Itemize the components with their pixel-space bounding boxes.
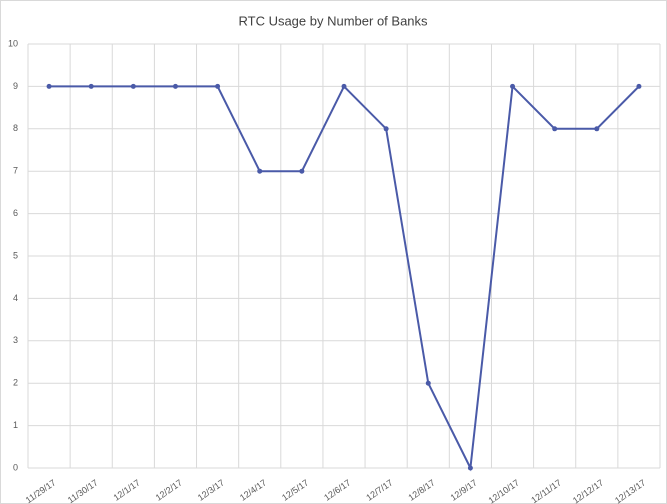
y-tick-label: 9 <box>13 81 18 91</box>
y-tick-label: 2 <box>13 378 18 388</box>
data-point <box>552 126 558 132</box>
data-point <box>341 83 347 89</box>
y-tick-label: 5 <box>13 250 18 260</box>
data-point <box>215 83 221 89</box>
data-point <box>130 83 136 89</box>
data-point <box>88 83 94 89</box>
data-point <box>425 380 431 386</box>
y-tick-label: 6 <box>13 208 18 218</box>
y-tick-label: 7 <box>13 166 18 176</box>
data-point <box>594 126 600 132</box>
y-tick-label: 10 <box>8 38 18 48</box>
y-tick-label: 4 <box>13 293 18 303</box>
y-tick-label: 3 <box>13 335 18 345</box>
data-point <box>299 168 305 174</box>
data-point <box>510 83 516 89</box>
data-point <box>172 83 178 89</box>
data-point <box>467 465 473 471</box>
y-tick-label: 8 <box>13 123 18 133</box>
y-tick-label: 1 <box>13 420 18 430</box>
data-point <box>383 126 389 132</box>
chart-title: RTC Usage by Number of Banks <box>238 13 428 28</box>
y-tick-label: 0 <box>13 462 18 472</box>
data-point <box>46 83 52 89</box>
data-point <box>257 168 263 174</box>
data-point <box>636 83 642 89</box>
